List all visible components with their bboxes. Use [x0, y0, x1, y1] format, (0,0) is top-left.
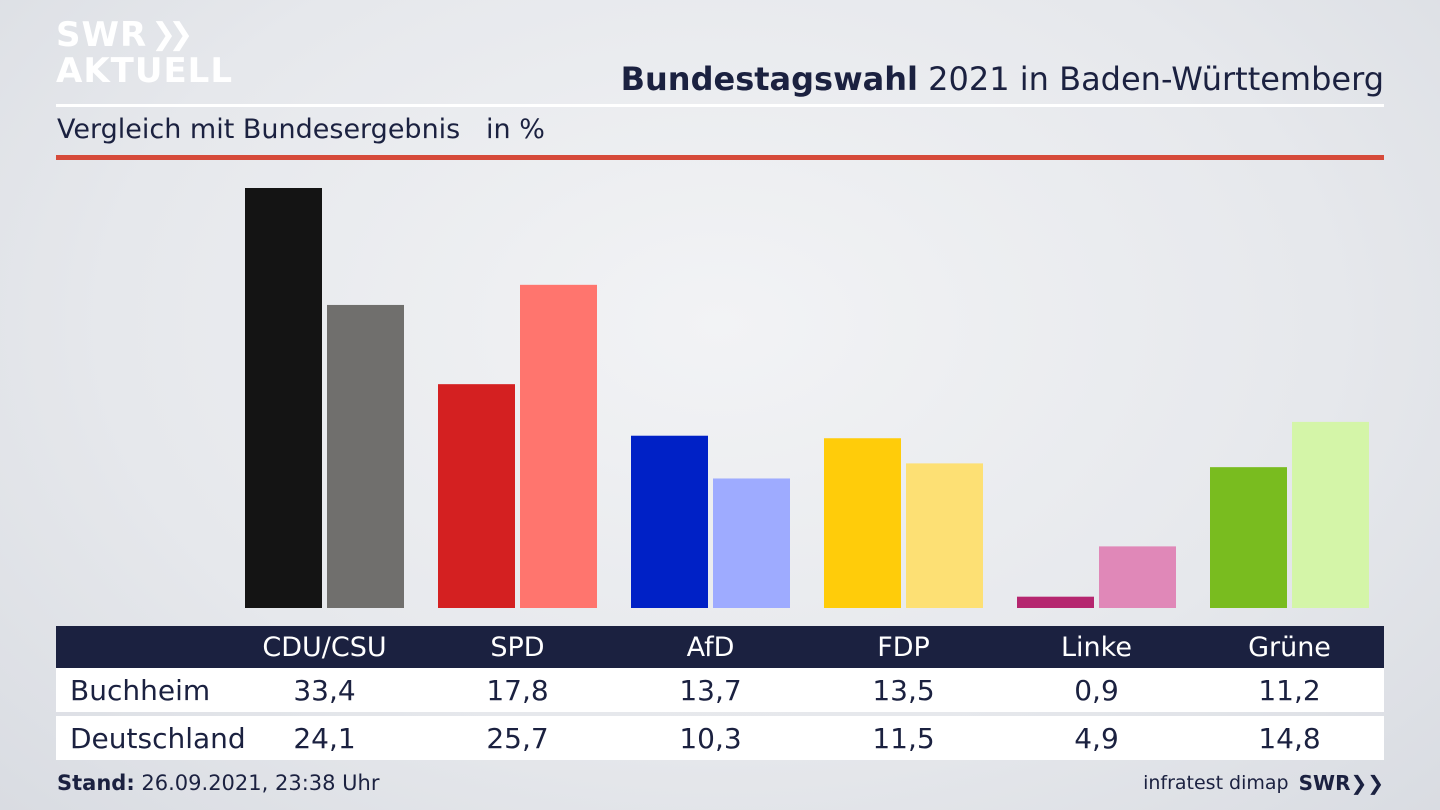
row-label: Deutschland — [70, 721, 246, 755]
row-label: Buchheim — [70, 673, 211, 707]
column-header-spd: SPD — [490, 631, 545, 663]
timestamp: Stand: 26.09.2021, 23:38 Uhr — [57, 771, 380, 795]
logo-swr-text: SWR — [56, 15, 148, 55]
column-header-cdu-csu: CDU/CSU — [262, 631, 387, 663]
value-spd-deutschland: 25,7 — [486, 721, 549, 755]
value-gr-ne-buchheim: 11,2 — [1258, 673, 1321, 707]
bar-linke-buchheim — [1017, 596, 1094, 608]
column-header-gr-ne: Grüne — [1248, 631, 1331, 663]
swr-brand-text: SWR — [1298, 771, 1351, 795]
source-credit: infratest dimap SWR❯❯ — [1143, 771, 1384, 795]
value-fdp-deutschland: 11,5 — [872, 721, 935, 755]
title-bold: Bundestagswahl — [620, 60, 918, 98]
value-cdu-csu-buchheim: 33,4 — [293, 673, 356, 707]
bar-spd-buchheim — [438, 384, 515, 608]
bar-linke-deutschland — [1099, 546, 1176, 608]
title-rest: 2021 in Baden-Württemberg — [917, 60, 1384, 98]
page-title: Bundestagswahl 2021 in Baden-Württemberg — [621, 60, 1384, 98]
bar-cdu-csu-deutschland — [327, 304, 404, 608]
results-table: CDU/CSU SPD AfD FDP Linke Grüne Buchheim 33,4… — [56, 626, 1384, 760]
bar-afd-buchheim — [631, 435, 708, 608]
bar-gr-ne-deutschland — [1292, 421, 1369, 608]
bar-chart — [245, 188, 1369, 608]
title-divider — [56, 104, 1384, 107]
value-afd-buchheim: 13,7 — [679, 673, 742, 707]
value-spd-buchheim: 17,8 — [486, 673, 549, 707]
value-cdu-csu-deutschland: 24,1 — [293, 721, 356, 755]
table-row-deutschland: Deutschland 24,1 25,7 10,3 11,5 4,9 14,8 — [56, 716, 1384, 760]
stand-label: Stand: — [57, 771, 135, 795]
swr-aktuell-logo: SWR ❯❯ AKTUELL — [56, 18, 233, 88]
value-linke-buchheim: 0,9 — [1074, 673, 1119, 707]
stand-value: 26.09.2021, 23:38 Uhr — [134, 771, 380, 795]
table-header-row: CDU/CSU SPD AfD FDP Linke Grüne — [56, 626, 1384, 668]
bar-spd-deutschland — [520, 284, 597, 608]
value-linke-deutschland: 4,9 — [1074, 721, 1119, 755]
swr-brand: SWR❯❯ — [1299, 771, 1384, 795]
value-fdp-buchheim: 13,5 — [872, 673, 935, 707]
bar-afd-deutschland — [713, 478, 790, 608]
value-gr-ne-deutschland: 14,8 — [1258, 721, 1321, 755]
column-header-afd: AfD — [686, 631, 735, 663]
chart-subtitle: Vergleich mit Bundesergebnis in % — [57, 114, 545, 145]
chevron-right-icon: ❯❯ — [1350, 771, 1384, 795]
source-text: infratest dimap — [1143, 772, 1289, 794]
column-header-fdp: FDP — [877, 631, 930, 663]
column-header-linke: Linke — [1061, 631, 1132, 663]
bar-fdp-deutschland — [906, 463, 983, 608]
table-row-buchheim: Buchheim 33,4 17,8 13,7 13,5 0,9 11,2 — [56, 668, 1384, 712]
bar-gr-ne-buchheim — [1210, 467, 1287, 608]
bar-fdp-buchheim — [824, 438, 901, 608]
bar-cdu-csu-buchheim — [245, 188, 322, 608]
value-afd-deutschland: 10,3 — [679, 721, 742, 755]
logo-aktuell-text: AKTUELL — [56, 51, 234, 91]
accent-divider — [56, 155, 1384, 160]
